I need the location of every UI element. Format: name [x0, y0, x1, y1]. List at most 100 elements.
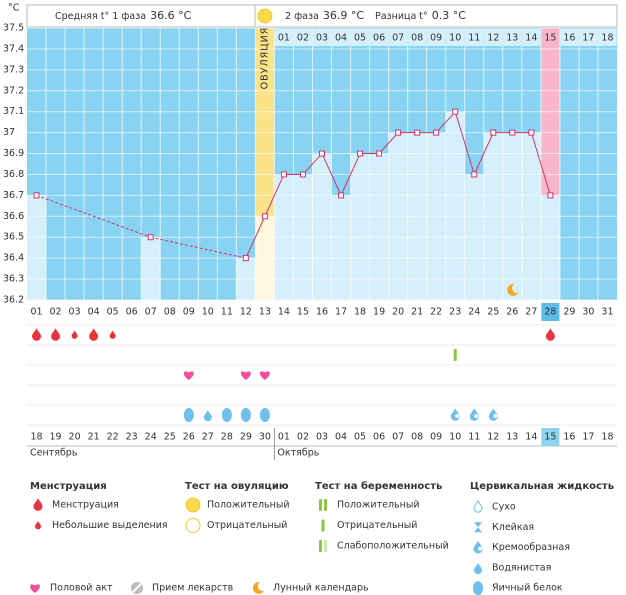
cervical-icon	[259, 408, 270, 422]
line-segment	[378, 132, 399, 154]
cervical-icon	[473, 499, 483, 513]
phase2-cell	[465, 29, 484, 46]
month-label: Сентябрь	[30, 448, 78, 459]
phase2-day: 06	[373, 33, 385, 44]
date-label: 11	[468, 432, 480, 443]
x-tick-label: 07	[145, 307, 157, 318]
legend-label: Отрицательный	[207, 520, 287, 531]
point	[357, 150, 364, 157]
ovulation-label: ОВУЛЯЦИЯ	[259, 27, 270, 90]
x-tick-label: 17	[335, 307, 347, 318]
diff-value: 0.3 °C	[432, 9, 466, 22]
y-unit: °C	[8, 3, 20, 14]
point	[280, 171, 287, 178]
x-tick-label: 31	[601, 307, 613, 318]
ovulation-test-icon	[257, 8, 273, 24]
phase2-cell	[408, 29, 427, 46]
point	[433, 129, 440, 136]
phase2-cell	[312, 29, 332, 46]
date-label: 29	[240, 432, 252, 443]
phase2-cell	[522, 29, 541, 46]
header-box	[26, 4, 618, 28]
line-segment	[302, 153, 323, 175]
line-segment	[340, 153, 361, 196]
point	[395, 129, 402, 136]
cervical-icon	[473, 581, 483, 595]
cervical-icon	[240, 408, 251, 422]
x-tick-label: 19	[373, 307, 385, 318]
cervical-notch	[455, 414, 460, 418]
phase2-day: 10	[449, 33, 461, 44]
legend-label: Кремообразная	[492, 542, 570, 553]
phase2-day: 08	[411, 33, 423, 44]
legend-label: Сухо	[492, 502, 516, 513]
line-segment	[36, 194, 151, 238]
date-label: 15	[544, 432, 556, 443]
phase2-cell	[541, 29, 560, 46]
point	[490, 129, 497, 136]
phase1-label: Средняя t° 1 фаза	[55, 11, 146, 22]
phase2-day: 15	[544, 33, 556, 44]
legend-label: Отрицательный	[337, 520, 417, 531]
phase2-cell	[446, 29, 465, 46]
x-tick-label: 01	[30, 307, 42, 318]
line-segment	[473, 132, 494, 175]
y-tick-label: 36.9	[3, 148, 24, 159]
phase2-cell	[370, 29, 389, 46]
pill-line	[132, 583, 142, 593]
diff-label: Разница t°	[375, 11, 428, 22]
point	[452, 108, 459, 115]
date-label: 18	[601, 432, 613, 443]
cervical-icon	[183, 408, 194, 422]
current-date-box	[541, 428, 560, 446]
legend-label: Половой акт	[50, 583, 113, 594]
bar	[445, 111, 465, 300]
y-tick-label: 36.6	[3, 211, 24, 222]
point	[509, 129, 516, 136]
point	[147, 234, 154, 241]
date-label: 04	[335, 432, 347, 443]
line-segment	[435, 111, 456, 133]
x-tick-label: 05	[107, 307, 119, 318]
y-tick-label: 37.4	[3, 43, 24, 54]
point	[261, 213, 268, 220]
x-tick-label: 10	[202, 307, 214, 318]
cervical-icon	[221, 408, 232, 422]
date-label: 28	[221, 432, 233, 443]
point	[33, 192, 40, 199]
x-tick-label: 12	[240, 307, 252, 318]
phase2-value: 36.9 °C	[323, 9, 364, 22]
test-bar	[319, 499, 322, 511]
menstruation-icon	[33, 498, 43, 511]
month-label: Октябрь	[277, 448, 319, 459]
y-tick-label: 37.2	[3, 85, 24, 96]
phase2-day: 14	[525, 33, 537, 44]
legend-label: Яичный белок	[492, 583, 563, 594]
phase2-cell	[427, 29, 446, 46]
legend-label: Положительный	[207, 500, 290, 511]
x-tick-label: 26	[506, 307, 518, 318]
cervical-notch	[474, 414, 479, 418]
legend-label: Положительный	[337, 500, 420, 511]
point	[319, 150, 325, 157]
phase2-day: 02	[297, 33, 309, 44]
date-label: 08	[411, 432, 423, 443]
date-label: 23	[126, 432, 138, 443]
point	[547, 192, 554, 199]
phase2-day: 05	[354, 33, 366, 44]
bar	[141, 237, 161, 300]
date-label: 17	[582, 432, 594, 443]
test-bar	[321, 519, 325, 532]
legend-title: Менструация	[30, 481, 107, 492]
cervical-notch	[478, 546, 482, 551]
phase2-cell	[351, 29, 370, 46]
date-label: 25	[164, 432, 176, 443]
y-tick-label: 37.5	[3, 23, 24, 34]
menstruation-icon	[89, 328, 99, 341]
phase2-cell	[274, 29, 293, 46]
test-bar	[324, 499, 327, 511]
y-tick-label: 36.4	[3, 253, 24, 264]
y-tick-label: 37	[3, 127, 15, 138]
x-tick-label: 16	[316, 307, 328, 318]
ovulation-test-icon	[185, 497, 201, 513]
